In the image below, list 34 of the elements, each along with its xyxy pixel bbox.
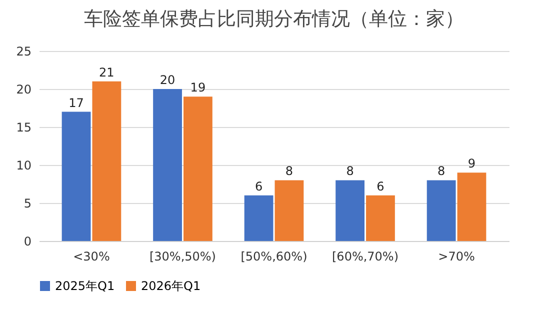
y-tick-label: 5 (24, 196, 32, 210)
x-tick-label: [60%,70%) (332, 250, 399, 264)
data-label: 8 (346, 164, 354, 178)
data-label: 8 (285, 164, 294, 178)
data-label: 9 (468, 156, 476, 171)
y-tick-label: 0 (24, 234, 32, 248)
data-label: 6 (376, 179, 384, 194)
y-tick-label: 25 (16, 44, 32, 58)
x-tick-label: [30%,50%) (149, 250, 216, 264)
bar (426, 180, 456, 241)
data-label: 8 (437, 164, 446, 178)
y-tick-label: 20 (16, 82, 32, 96)
bar (92, 81, 122, 241)
bar (184, 96, 212, 241)
legend-label: 2025年Q1 (55, 279, 115, 293)
x-tick-label: <30% (73, 250, 110, 264)
bar (336, 180, 364, 241)
bar (274, 180, 304, 241)
data-label: 21 (99, 65, 114, 80)
data-label: 19 (190, 80, 206, 95)
x-tick-label: [50%,60%) (240, 250, 308, 264)
data-label: 17 (68, 96, 84, 110)
bar (366, 195, 395, 241)
y-tick-label: 15 (16, 120, 32, 134)
bar (153, 89, 182, 241)
bar (62, 112, 91, 241)
data-label: 20 (160, 73, 176, 87)
x-tick-label: >70% (438, 250, 475, 264)
y-tick-label: 10 (16, 158, 32, 172)
chart-title: 车险签单保费占比同期分布情况（单位：家） (84, 8, 464, 30)
bar (457, 172, 486, 241)
data-label: 6 (254, 179, 263, 194)
legend-label: 2026年Q1 (141, 279, 201, 293)
bar (244, 195, 274, 241)
